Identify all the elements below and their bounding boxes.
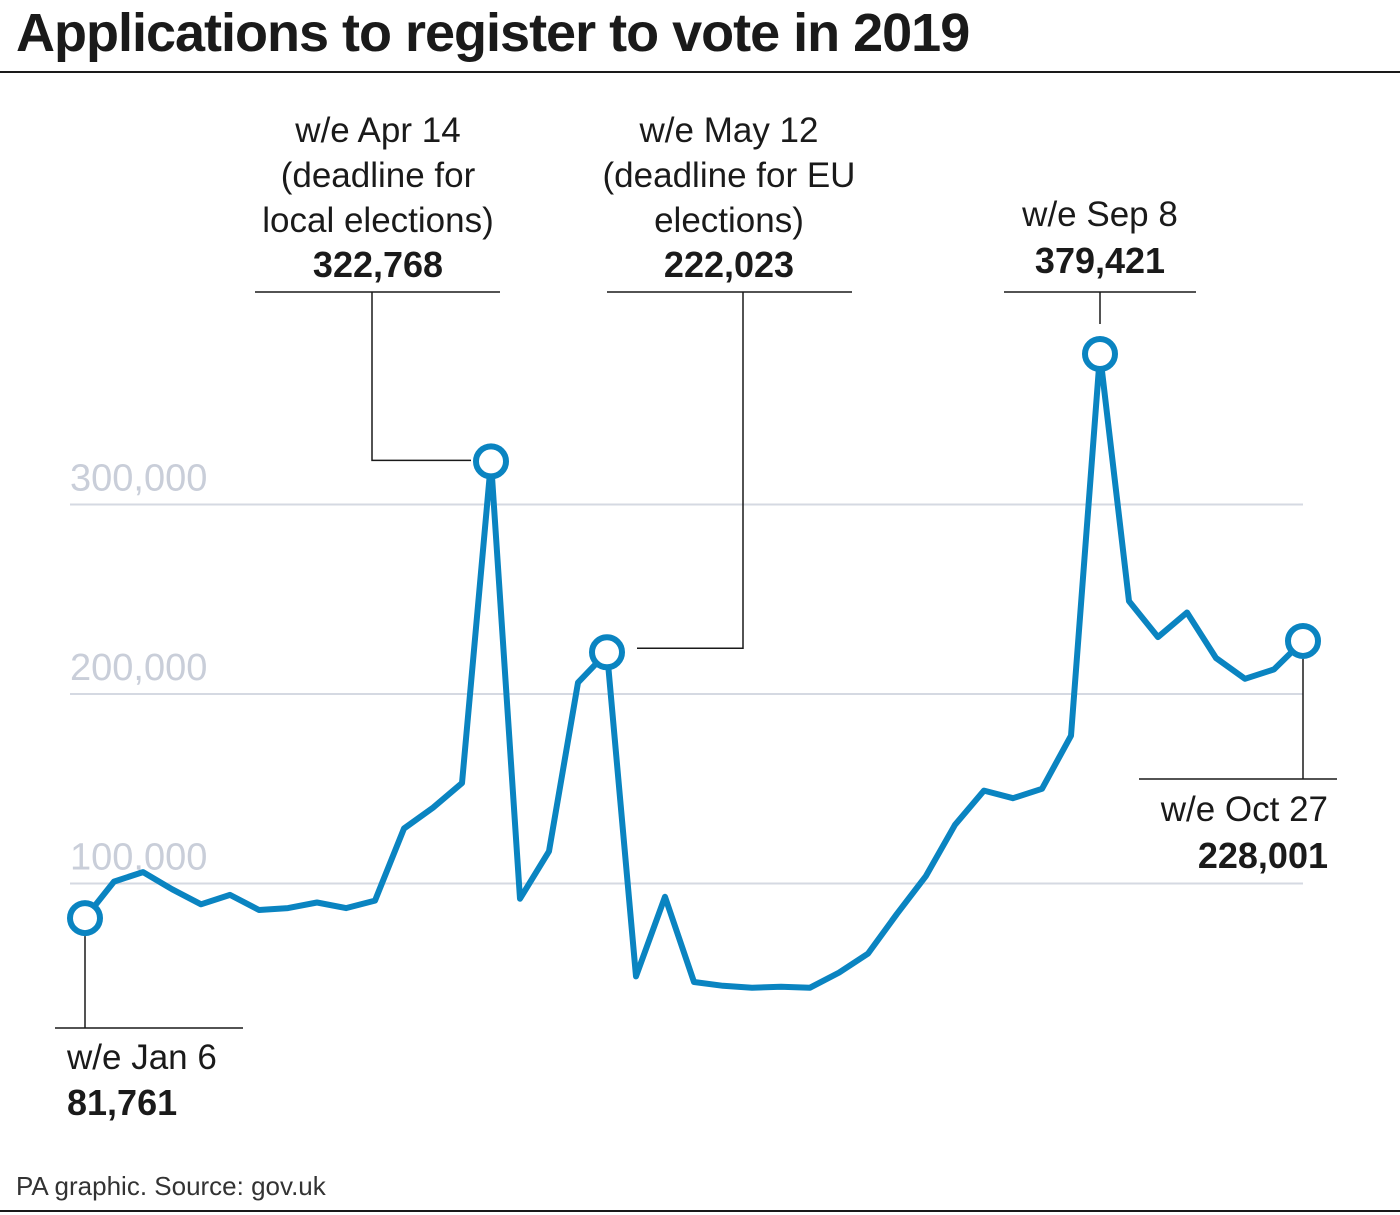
callout-label: w/e May 12 [639,111,819,150]
footer-divider [0,1210,1400,1212]
callout-label: (deadline for [281,156,476,195]
source-note: PA graphic. Source: gov.uk [16,1171,326,1201]
callout-label: (deadline for EU [603,156,856,195]
highlight-marker [67,900,103,937]
callout-label: elections) [654,201,804,240]
callout-label: w/e Jan 6 [66,1038,217,1077]
callout-leaders [55,291,1337,1029]
highlight-marker [1082,335,1118,372]
y-tick-label: 200,000 [70,647,207,689]
callout-leader [637,292,744,650]
callout-value: 322,768 [313,244,443,285]
title-divider [0,71,1400,73]
highlight-marker [1285,622,1321,659]
highlight-marker [473,443,509,480]
series-line [82,351,1306,991]
callout-label: w/e Oct 27 [1160,790,1328,829]
callout-label: w/e Apr 14 [294,111,460,150]
callout-leader [371,292,471,462]
callout-value: 222,023 [664,244,794,285]
callout-value: 81,761 [67,1082,177,1123]
gridlines [70,503,1303,885]
callout-label: w/e Sep 8 [1021,195,1178,234]
callout-label: local elections) [262,201,494,240]
y-tick-label: 300,000 [70,458,207,500]
highlight-markers [67,335,1321,937]
callout-value: 379,421 [1035,240,1165,281]
callout-labels: w/e Jan 6 81,761 w/e Apr 14 (deadline for lo… [66,111,1328,1123]
callout-value: 228,001 [1198,835,1328,876]
highlight-marker [589,634,625,671]
chart-title: Applications to register to vote in 2019 [16,3,970,63]
